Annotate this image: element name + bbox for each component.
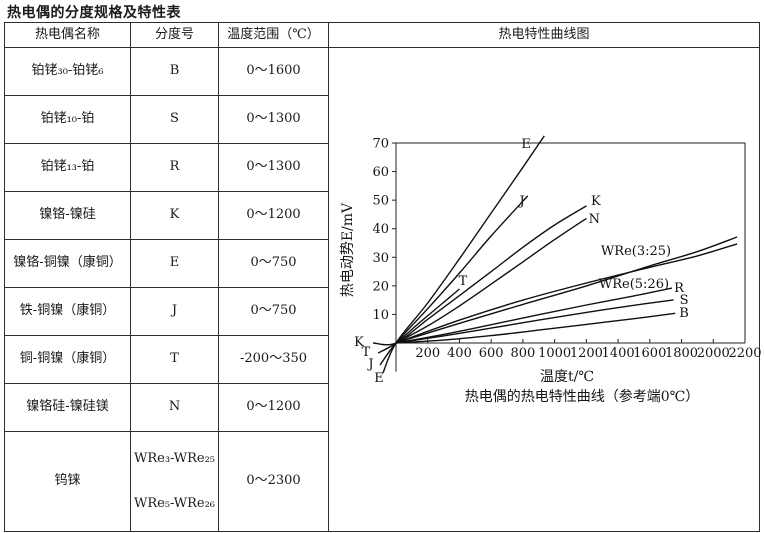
range-cell: 0～750 bbox=[218, 239, 329, 288]
thermocouple-spec-table: 热电偶名称 分度号 温度范围（℃） 热电特性曲线图 铂铑₃₀-铂铑₆ B 0～160… bbox=[4, 22, 760, 532]
table-header: 热电偶名称 分度号 温度范围（℃） 热电特性曲线图 bbox=[4, 22, 760, 48]
thermocouple-name-cell: 铂铑₃₀-铂铑₆ bbox=[4, 47, 131, 96]
table-row: 镍铬硅-镍硅镁 N 0～1200 bbox=[4, 383, 760, 432]
code-cell: T bbox=[130, 335, 219, 384]
code-cell: J bbox=[130, 287, 219, 336]
table-row: 钨铼 WRe₃-WRe₂₅ WRe₅-WRe₂₆ 0～2300 bbox=[4, 431, 760, 532]
col-header-code: 分度号 bbox=[130, 22, 219, 48]
thermocouple-name-cell: 钨铼 bbox=[4, 431, 131, 532]
table-row: 铁-铜镍（康铜） J 0～750 bbox=[4, 287, 760, 336]
range-cell: 0～1300 bbox=[218, 143, 329, 192]
code-cell: E bbox=[130, 239, 219, 288]
thermocouple-name-cell: 铂铑₁₀-铂 bbox=[4, 95, 131, 144]
curve-chart-cell bbox=[328, 47, 760, 532]
table-row: 铂铑₃₀-铂铑₆ B 0～1600 bbox=[4, 47, 760, 532]
table-row: 铂铑₁₀-铂 S 0～1300 bbox=[4, 95, 760, 144]
col-header-curve: 热电特性曲线图 bbox=[328, 22, 760, 48]
thermocouple-name-cell: 镍铬硅-镍硅镁 bbox=[4, 383, 131, 432]
code-line: WRe₅-WRe₂₆ bbox=[133, 495, 215, 511]
code-cell: R bbox=[130, 143, 219, 192]
table-row: 镍铬-铜镍（康铜） E 0～750 bbox=[4, 239, 760, 288]
thermocouple-name-cell: 镍铬-镍硅 bbox=[4, 191, 131, 240]
code-cell: WRe₃-WRe₂₅ WRe₅-WRe₂₆ bbox=[130, 431, 219, 532]
range-cell: 0～1600 bbox=[218, 47, 329, 96]
thermocouple-name-cell: 铂铑₁₃-铂 bbox=[4, 143, 131, 192]
header-row: 热电偶名称 分度号 温度范围（℃） 热电特性曲线图 bbox=[4, 22, 760, 48]
thermocouple-name-cell: 铁-铜镍（康铜） bbox=[4, 287, 131, 336]
col-header-name: 热电偶名称 bbox=[4, 22, 131, 48]
thermocouple-name-cell: 镍铬-铜镍（康铜） bbox=[4, 239, 131, 288]
range-cell: 0～750 bbox=[218, 287, 329, 336]
code-cell: B bbox=[130, 47, 219, 96]
code-cell: S bbox=[130, 95, 219, 144]
code-cell: N bbox=[130, 383, 219, 432]
range-cell: 0～1300 bbox=[218, 95, 329, 144]
col-header-range: 温度范围（℃） bbox=[218, 22, 329, 48]
table-body: 铂铑₃₀-铂铑₆ B 0～1600 铂铑₁₀-铂 S 0～1300 铂铑₁₃-铂 R 0～130… bbox=[4, 47, 760, 532]
thermocouple-name-cell: 铜-铜镍（康铜） bbox=[4, 335, 131, 384]
range-cell: 0～1200 bbox=[218, 191, 329, 240]
range-cell: 0～2300 bbox=[218, 431, 329, 532]
range-cell: 0～1200 bbox=[218, 383, 329, 432]
code-cell: K bbox=[130, 191, 219, 240]
code-line: WRe₃-WRe₂₅ bbox=[133, 450, 215, 466]
range-cell: -200～350 bbox=[218, 335, 329, 384]
page-title: 热电偶的分度规格及特性表 bbox=[7, 5, 181, 21]
